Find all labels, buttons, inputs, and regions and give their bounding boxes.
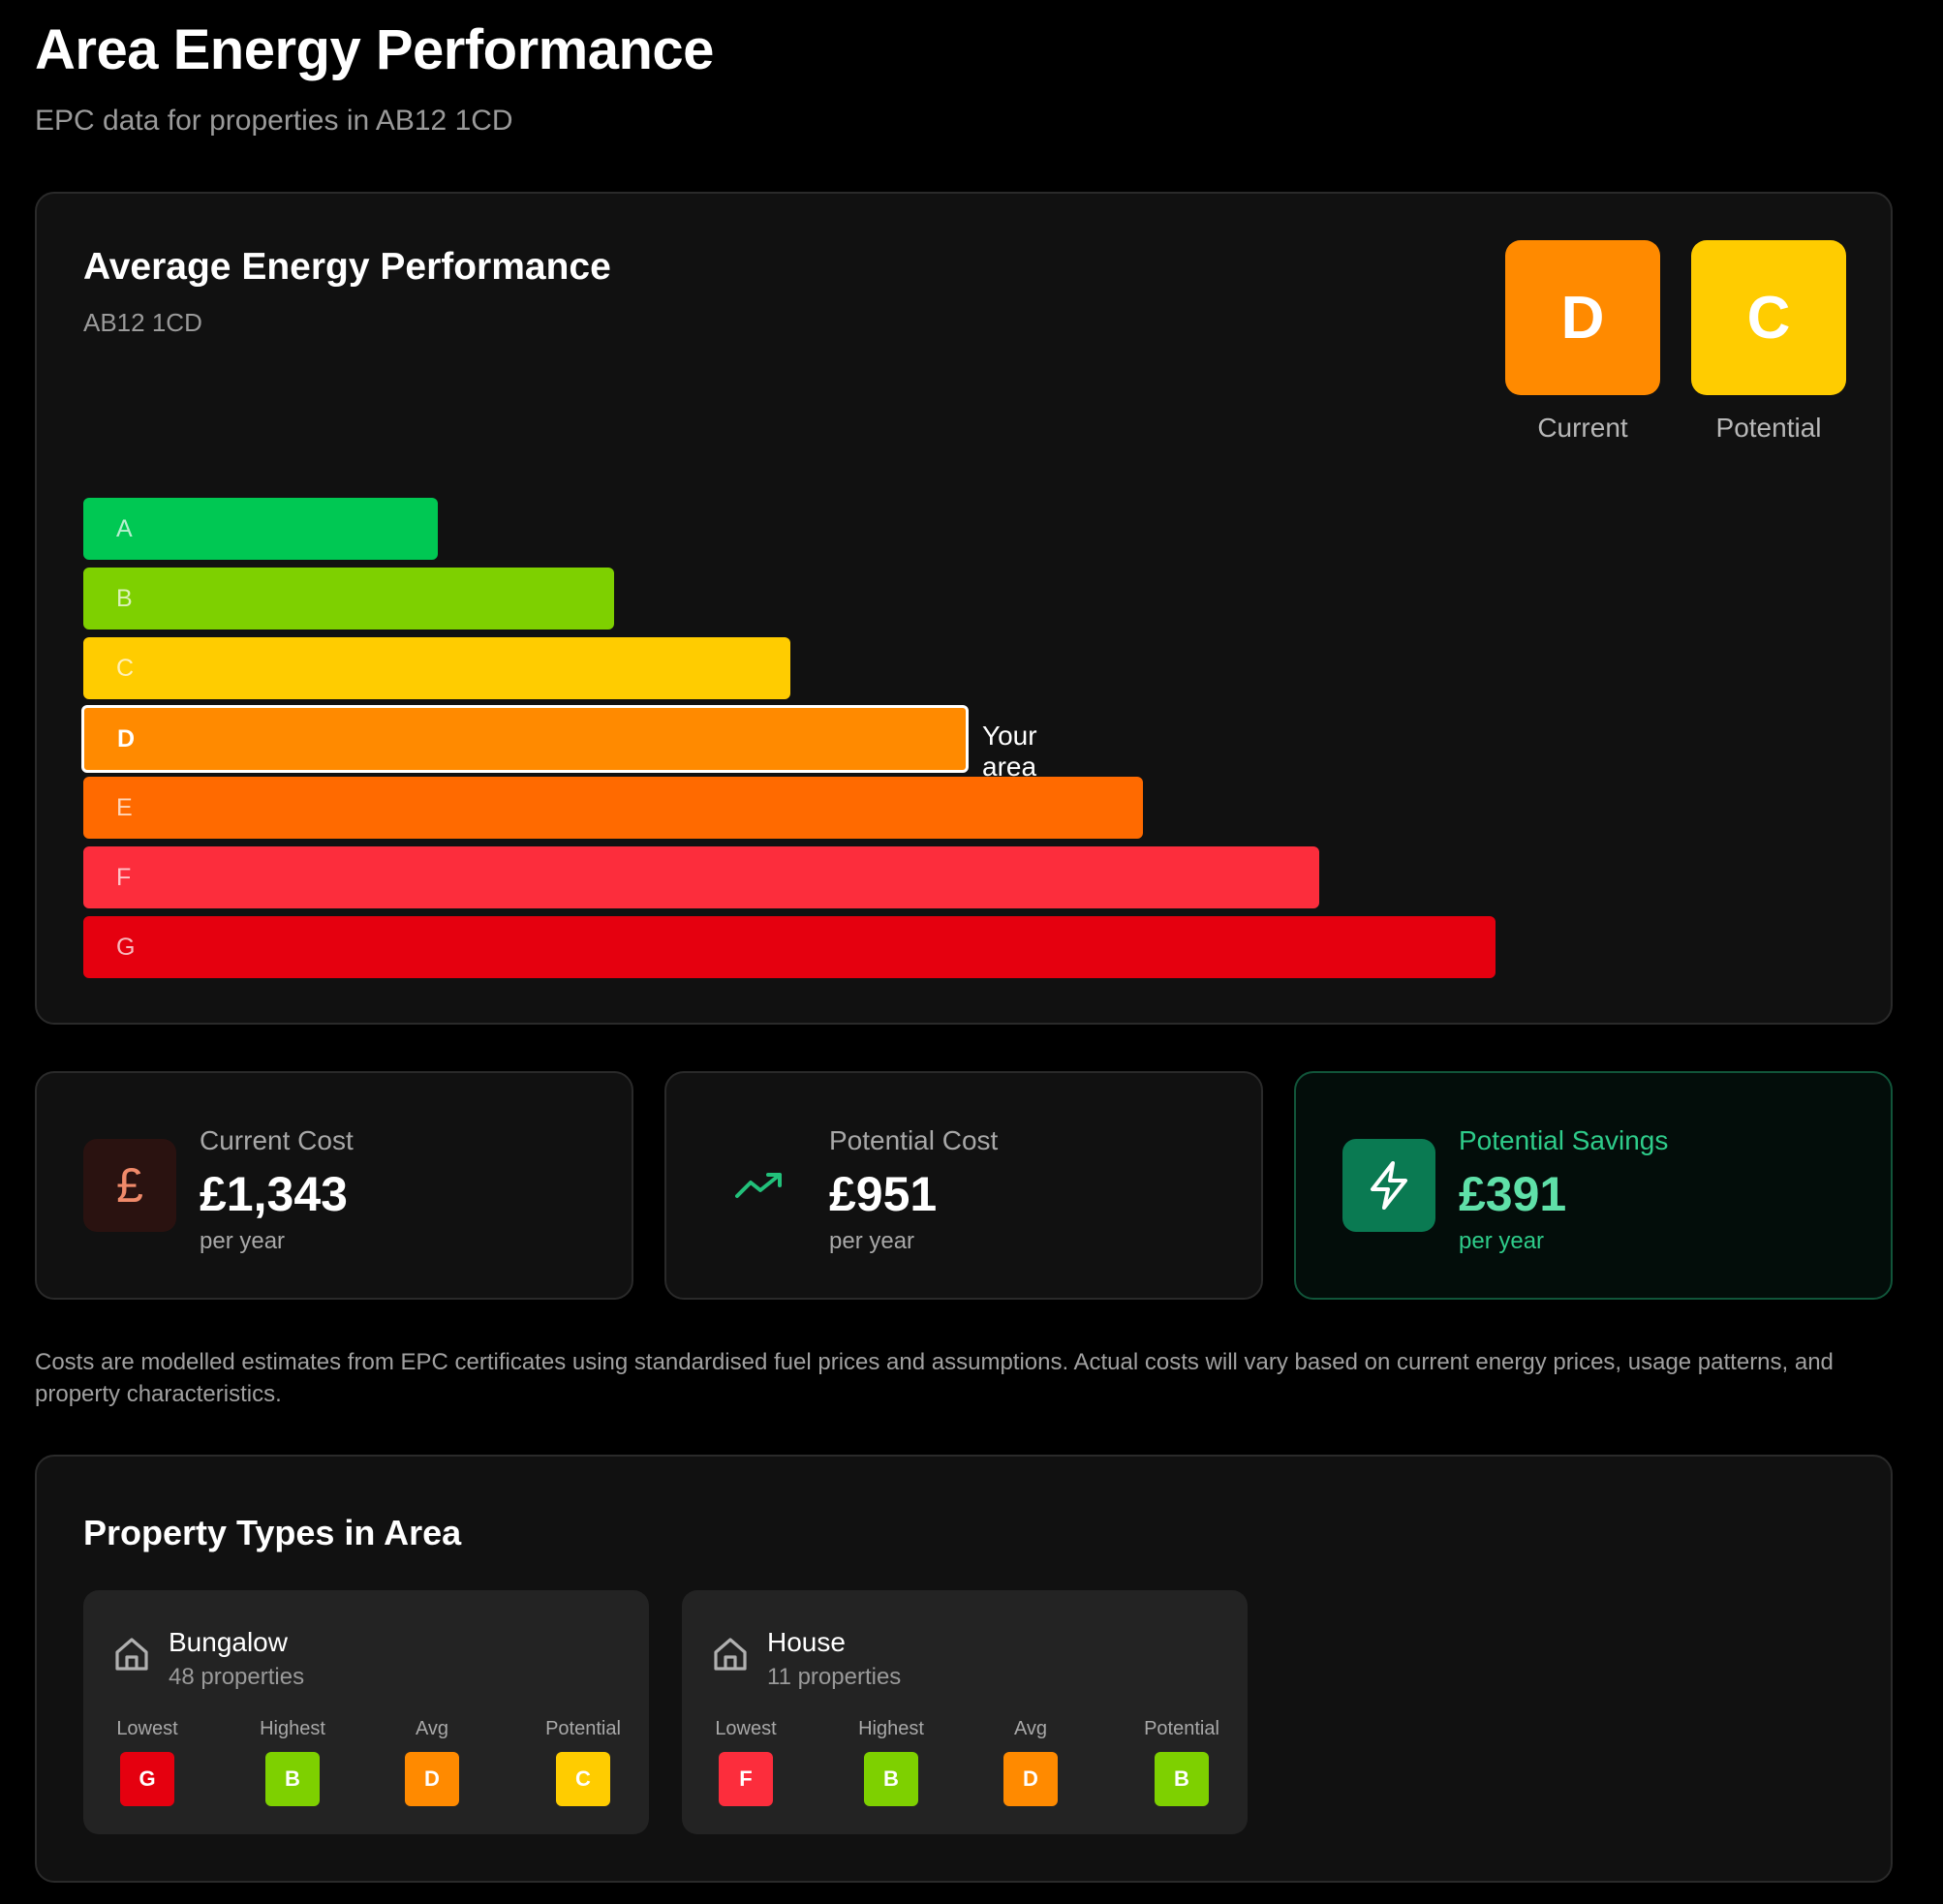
- epc-band-letter: D: [117, 724, 136, 752]
- stat-potential-badge: B: [1155, 1752, 1209, 1806]
- property-type-house: House 11 properties Lowest F Highest B Avg D Pot…: [682, 1590, 1248, 1834]
- stat-avg: Avg D: [972, 1718, 1089, 1806]
- pound-icon: £: [83, 1139, 176, 1232]
- stat-potential: Potential C: [525, 1718, 641, 1806]
- stat-highest-badge: B: [265, 1752, 320, 1806]
- home-icon: [711, 1635, 750, 1674]
- stat-highest: Highest B: [234, 1718, 351, 1806]
- stat-highest: Highest B: [833, 1718, 949, 1806]
- epc-band-letter: G: [116, 933, 136, 961]
- lightning-icon: [1342, 1139, 1435, 1232]
- page-subtitle: EPC data for properties in AB12 1CD: [35, 105, 513, 137]
- your-area-label: Your area: [982, 721, 1037, 782]
- stat-potential-badge: C: [556, 1752, 610, 1806]
- epc-band-b: B: [83, 568, 614, 630]
- property-type-count: 48 properties: [169, 1664, 305, 1690]
- property-type-name: Bungalow: [169, 1627, 288, 1657]
- epc-band-c: C: [83, 637, 790, 699]
- stat-lowest-label: Lowest: [116, 1718, 178, 1739]
- stat-avg-label: Avg: [1013, 1718, 1048, 1739]
- epc-band-letter: A: [116, 514, 133, 542]
- cost-disclaimer: Costs are modelled estimates from EPC ce…: [35, 1349, 1834, 1407]
- potential-savings-value: £391: [1459, 1167, 1567, 1221]
- stat-avg-badge: D: [405, 1752, 459, 1806]
- property-type-count: 11 properties: [767, 1664, 902, 1690]
- stat-avg: Avg D: [374, 1718, 490, 1806]
- property-types-card: Property Types in Area Bungalow 48 proper…: [35, 1455, 1893, 1883]
- stat-potential-label: Potential: [545, 1718, 621, 1739]
- potential-rating: C Potential: [1691, 240, 1846, 444]
- current-cost-card: £ Current Cost £1,343 per year: [35, 1071, 633, 1300]
- stat-lowest: Lowest G: [89, 1718, 205, 1806]
- stat-potential-label: Potential: [1144, 1718, 1219, 1739]
- epc-card-postcode: AB12 1CD: [83, 308, 202, 337]
- potential-rating-label: Potential: [1715, 413, 1822, 443]
- current-rating: D Current: [1505, 240, 1660, 444]
- epc-band-letter: F: [116, 863, 132, 891]
- epc-band-a: A: [83, 498, 438, 560]
- current-cost-label: Current Cost: [200, 1125, 354, 1155]
- potential-cost-card: Potential Cost £951 per year: [664, 1071, 1263, 1300]
- property-type-bungalow: Bungalow 48 properties Lowest G Highest B Avg D…: [83, 1590, 649, 1834]
- potential-rating-badge: C: [1691, 240, 1846, 395]
- current-cost-value: £1,343: [200, 1167, 348, 1221]
- stat-highest-badge: B: [864, 1752, 918, 1806]
- trending-up-icon: [713, 1139, 806, 1232]
- stat-lowest-badge: G: [120, 1752, 174, 1806]
- potential-savings-unit: per year: [1459, 1228, 1545, 1254]
- stat-potential: Potential B: [1124, 1718, 1240, 1806]
- potential-savings-label: Potential Savings: [1459, 1125, 1669, 1155]
- average-energy-performance-card: Average Energy Performance AB12 1CD D Cu…: [35, 192, 1893, 1025]
- potential-cost-label: Potential Cost: [829, 1125, 999, 1155]
- epc-band-g: G: [83, 916, 1496, 978]
- epc-band-f: F: [83, 846, 1319, 908]
- home-icon: [112, 1635, 151, 1674]
- current-cost-unit: per year: [200, 1228, 286, 1254]
- epc-band-letter: B: [116, 584, 133, 612]
- stat-lowest-label: Lowest: [715, 1718, 777, 1739]
- property-type-name: House: [767, 1627, 846, 1657]
- property-types-title: Property Types in Area: [83, 1513, 462, 1552]
- current-rating-label: Current: [1537, 413, 1628, 443]
- stat-lowest: Lowest F: [688, 1718, 804, 1806]
- epc-band-d: D: [81, 705, 969, 773]
- page-title: Area Energy Performance: [35, 18, 714, 81]
- potential-cost-unit: per year: [829, 1228, 915, 1254]
- stat-avg-badge: D: [1003, 1752, 1058, 1806]
- stat-highest-label: Highest: [858, 1718, 924, 1739]
- epc-band-letter: C: [116, 654, 135, 682]
- stat-lowest-badge: F: [719, 1752, 773, 1806]
- stat-highest-label: Highest: [260, 1718, 325, 1739]
- epc-band-e: E: [83, 777, 1143, 839]
- potential-cost-value: £951: [829, 1167, 938, 1221]
- epc-band-letter: E: [116, 793, 133, 821]
- stat-avg-label: Avg: [415, 1718, 449, 1739]
- epc-card-title: Average Energy Performance: [83, 246, 611, 288]
- current-rating-badge: D: [1505, 240, 1660, 395]
- potential-savings-card: Potential Savings £391 per year: [1294, 1071, 1893, 1300]
